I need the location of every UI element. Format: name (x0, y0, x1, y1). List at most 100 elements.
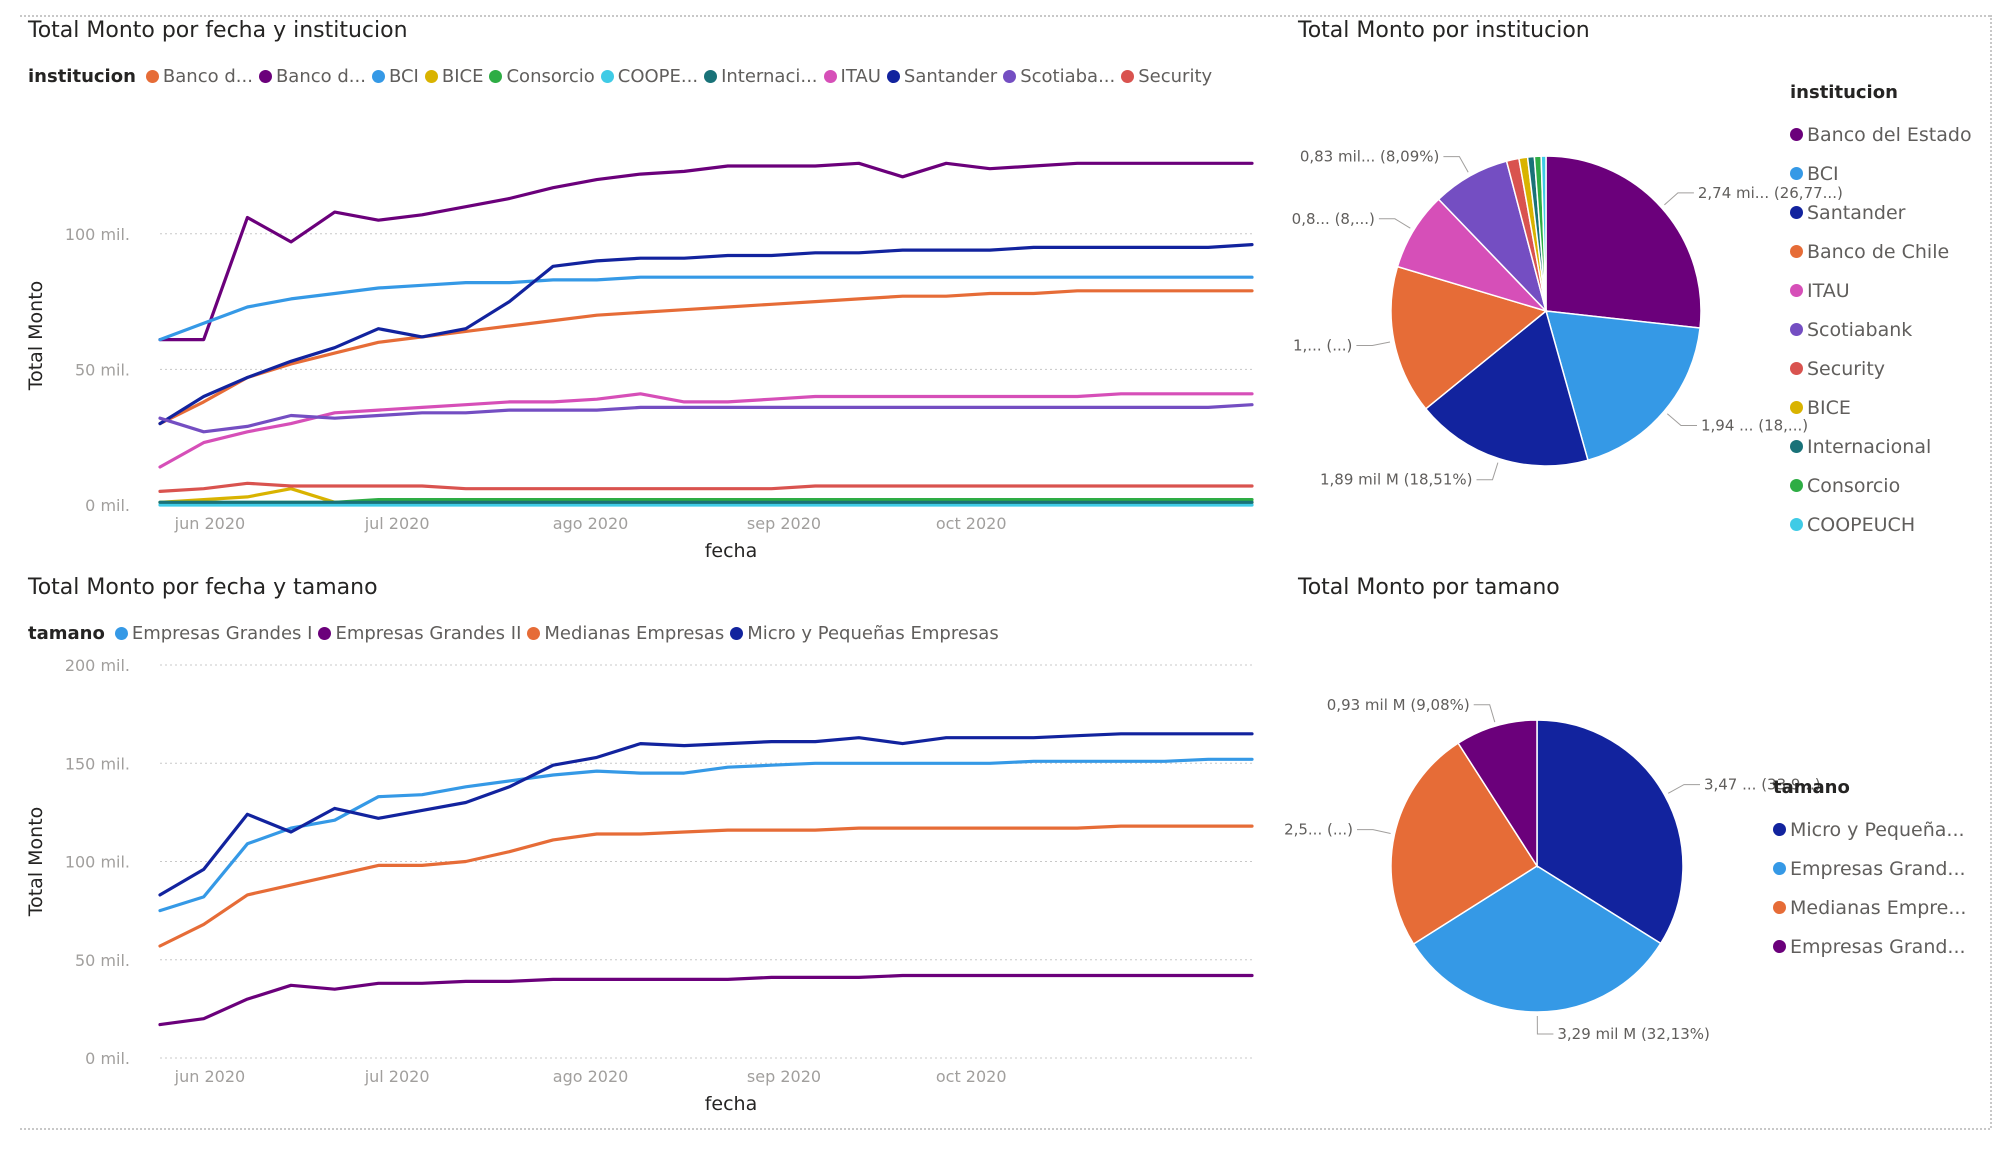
legend-label: Micro y Pequeñas Empresas (747, 623, 999, 644)
legend-label: BCI (388, 66, 419, 87)
legend-label: Scotiabank (1807, 318, 1913, 341)
y-tick-label: 50 mil. (75, 951, 130, 970)
legend-label: Empresas Grand... (1790, 935, 1966, 958)
chart-legend[interactable]: institucion Banco d... Banco d... BCI BICE C… (28, 66, 1218, 87)
legend-item-bci[interactable]: BCI (1790, 154, 1972, 193)
legend-label: Micro y Pequeña... (1790, 818, 1965, 841)
legend-item-empresas-grandes-i[interactable]: Empresas Grand... (1773, 849, 1966, 888)
pie-slice-micro-y-pequenas-empresas[interactable] (1536, 719, 1684, 945)
pie-slice-medianas-empresas[interactable] (1390, 742, 1539, 946)
legend-item-micro-y-pequenas-empresas[interactable]: Micro y Pequeñas Empresas (730, 623, 999, 644)
pie-slice-empresas-grandes-i[interactable] (1412, 865, 1662, 1013)
legend-title: tamano (28, 623, 105, 644)
legend-item-empresas-grandes-ii[interactable]: Empresas Grandes II (318, 623, 521, 644)
legend-marker (730, 627, 744, 640)
legend-item-consorcio[interactable]: Consorcio (1790, 466, 1972, 505)
pie-slice-santander[interactable] (1424, 309, 1589, 467)
legend-marker (527, 627, 541, 640)
series-line-empresas-grandes-i[interactable] (158, 757, 1254, 913)
line-plot-area[interactable]: 0 mil. 50 mil. 100 mil. 150 mil. 200 mil. jun… (20, 575, 1275, 1125)
legend-label: Banco del Estado (1807, 123, 1972, 146)
chart-legend[interactable]: tamano Empresas Grandes I Empresas Grande… (28, 623, 1005, 644)
legend-label: Internaci... (721, 66, 818, 87)
pie-plot-area[interactable]: 2,74 mi... (26,77...) 1,94 ... (18,...) 1,… (1290, 18, 1985, 573)
legend-item-banco-de-chile[interactable]: Banco d... (145, 66, 253, 87)
legend-label: Internacional (1807, 435, 1932, 458)
legend-item-santander[interactable]: Santander (886, 66, 997, 87)
legend-item-coopeuch[interactable]: COOPEUCH (1790, 505, 1972, 544)
legend-label: Medianas Empresas (544, 623, 725, 644)
legend-item-medianas-empresas[interactable]: Medianas Empre... (1773, 888, 1966, 927)
legend-item-internacional[interactable]: Internaci... (704, 66, 818, 87)
legend-marker (1003, 70, 1017, 83)
legend-item-consorcio[interactable]: Consorcio (489, 66, 595, 87)
legend-item-internacional[interactable]: Internacional (1790, 427, 1972, 466)
legend-item-bci[interactable]: BCI (371, 66, 419, 87)
legend-marker (1773, 940, 1786, 953)
pie-plot-area[interactable]: 3,47 ... (33,9...) 3,29 mil M (32,13%) 2,5… (1284, 575, 1985, 1125)
dashboard-right-border (1990, 15, 1992, 1128)
legend-item-empresas-grandes-i[interactable]: Empresas Grandes I (114, 623, 313, 644)
series-line-bci[interactable] (158, 275, 1254, 342)
series-line-medianas-empresas[interactable] (158, 824, 1254, 948)
series-line-empresas-grandes-ii[interactable] (158, 973, 1254, 1027)
legend-label: BCI (1807, 162, 1839, 185)
legend-item-bice[interactable]: BICE (1790, 388, 1972, 427)
legend-item-empresas-grandes-ii[interactable]: Empresas Grand... (1773, 927, 1966, 966)
pie-slice-coopeuch[interactable] (1540, 155, 1547, 312)
series-line-security[interactable] (158, 481, 1254, 493)
legend-item-medianas-empresas[interactable]: Medianas Empresas (527, 623, 724, 644)
legend-item-micro-y-pequenas-empresas[interactable]: Micro y Pequeña... (1773, 810, 1966, 849)
legend-marker (371, 70, 385, 83)
legend-marker (258, 70, 272, 83)
legend-item-security[interactable]: Security (1121, 66, 1212, 87)
legend-marker (114, 627, 128, 640)
legend-item-banco-del-estado[interactable]: Banco del Estado (1790, 115, 1972, 154)
x-tick-label: ago 2020 (553, 1067, 629, 1086)
legend-marker (1790, 518, 1803, 531)
legend-item-itau[interactable]: ITAU (823, 66, 881, 87)
legend-item-banco-de-chile[interactable]: Banco de Chile (1790, 232, 1972, 271)
pie-chart-institucion[interactable]: Total Monto por institucion 2,74 mi... (… (1290, 18, 1985, 573)
leader-line (1443, 156, 1469, 173)
series-line-banco-del-estado[interactable] (158, 161, 1254, 342)
legend-item-scotiabank[interactable]: Scotiaba... (1003, 66, 1115, 87)
legend-item-security[interactable]: Security (1790, 349, 1972, 388)
pie-legend[interactable]: institucion Banco del Estado BCI Santander… (1790, 82, 1972, 544)
legend-item-coopeuch[interactable]: COOPE... (600, 66, 698, 87)
data-label: 3,47 ... (33,9...) (1704, 776, 1821, 794)
legend-label: Banco de Chile (1807, 240, 1950, 263)
pie-slice-banco-de-chile[interactable] (1390, 265, 1548, 410)
legend-item-itau[interactable]: ITAU (1790, 271, 1972, 310)
pie-slice-bci[interactable] (1544, 310, 1701, 462)
legend-item-scotiabank[interactable]: Scotiabank (1790, 310, 1972, 349)
pie-chart-tamano[interactable]: Total Monto por tamano 3,47 ... (33,9...… (1284, 575, 1985, 1125)
data-label: 0,8... (8,...) (1292, 210, 1375, 228)
series-line-scotiabank[interactable] (158, 403, 1254, 434)
legend-marker (145, 70, 159, 83)
series-line-banco-de-chile[interactable] (158, 289, 1254, 426)
series-line-itau[interactable] (158, 392, 1254, 469)
legend-label: Empresas Grandes I (131, 623, 313, 644)
pie-slice-empresas-grandes-ii[interactable] (1457, 719, 1538, 869)
series-line-micro-y-pequenas-empresas[interactable] (158, 732, 1254, 897)
legend-item-banco-del-estado[interactable]: Banco d... (258, 66, 366, 87)
pie-legend[interactable]: tamano Micro y Pequeña... Empresas Grand.… (1773, 777, 1966, 966)
pie-slice-banco-del-estado[interactable] (1545, 155, 1702, 329)
data-label: 1,... (...) (1293, 336, 1352, 354)
line-plot-area[interactable]: 0 mil. 50 mil. 100 mil. jun 2020 jul 2020 ago… (20, 18, 1275, 573)
data-label: 1,89 mil M (18,51%) (1320, 471, 1473, 489)
line-chart-institucion[interactable]: Total Monto por fecha y institucion inst… (20, 18, 1275, 573)
legend-item-santander[interactable]: Santander (1790, 193, 1972, 232)
legend-marker (1790, 401, 1803, 414)
legend-marker (886, 70, 900, 83)
chart-title: Total Monto por fecha y institucion (28, 18, 408, 43)
legend-marker (1790, 440, 1803, 453)
legend-item-bice[interactable]: BICE (424, 66, 483, 87)
series-line-santander[interactable] (158, 243, 1254, 426)
line-chart-tamano[interactable]: Total Monto por fecha y tamano tamano Em… (20, 575, 1275, 1125)
leader-line (1378, 218, 1411, 229)
legend-marker (1790, 206, 1803, 219)
chart-title: Total Monto por institucion (1298, 18, 1590, 43)
data-label: 0,93 mil M (9,08%) (1327, 696, 1470, 714)
